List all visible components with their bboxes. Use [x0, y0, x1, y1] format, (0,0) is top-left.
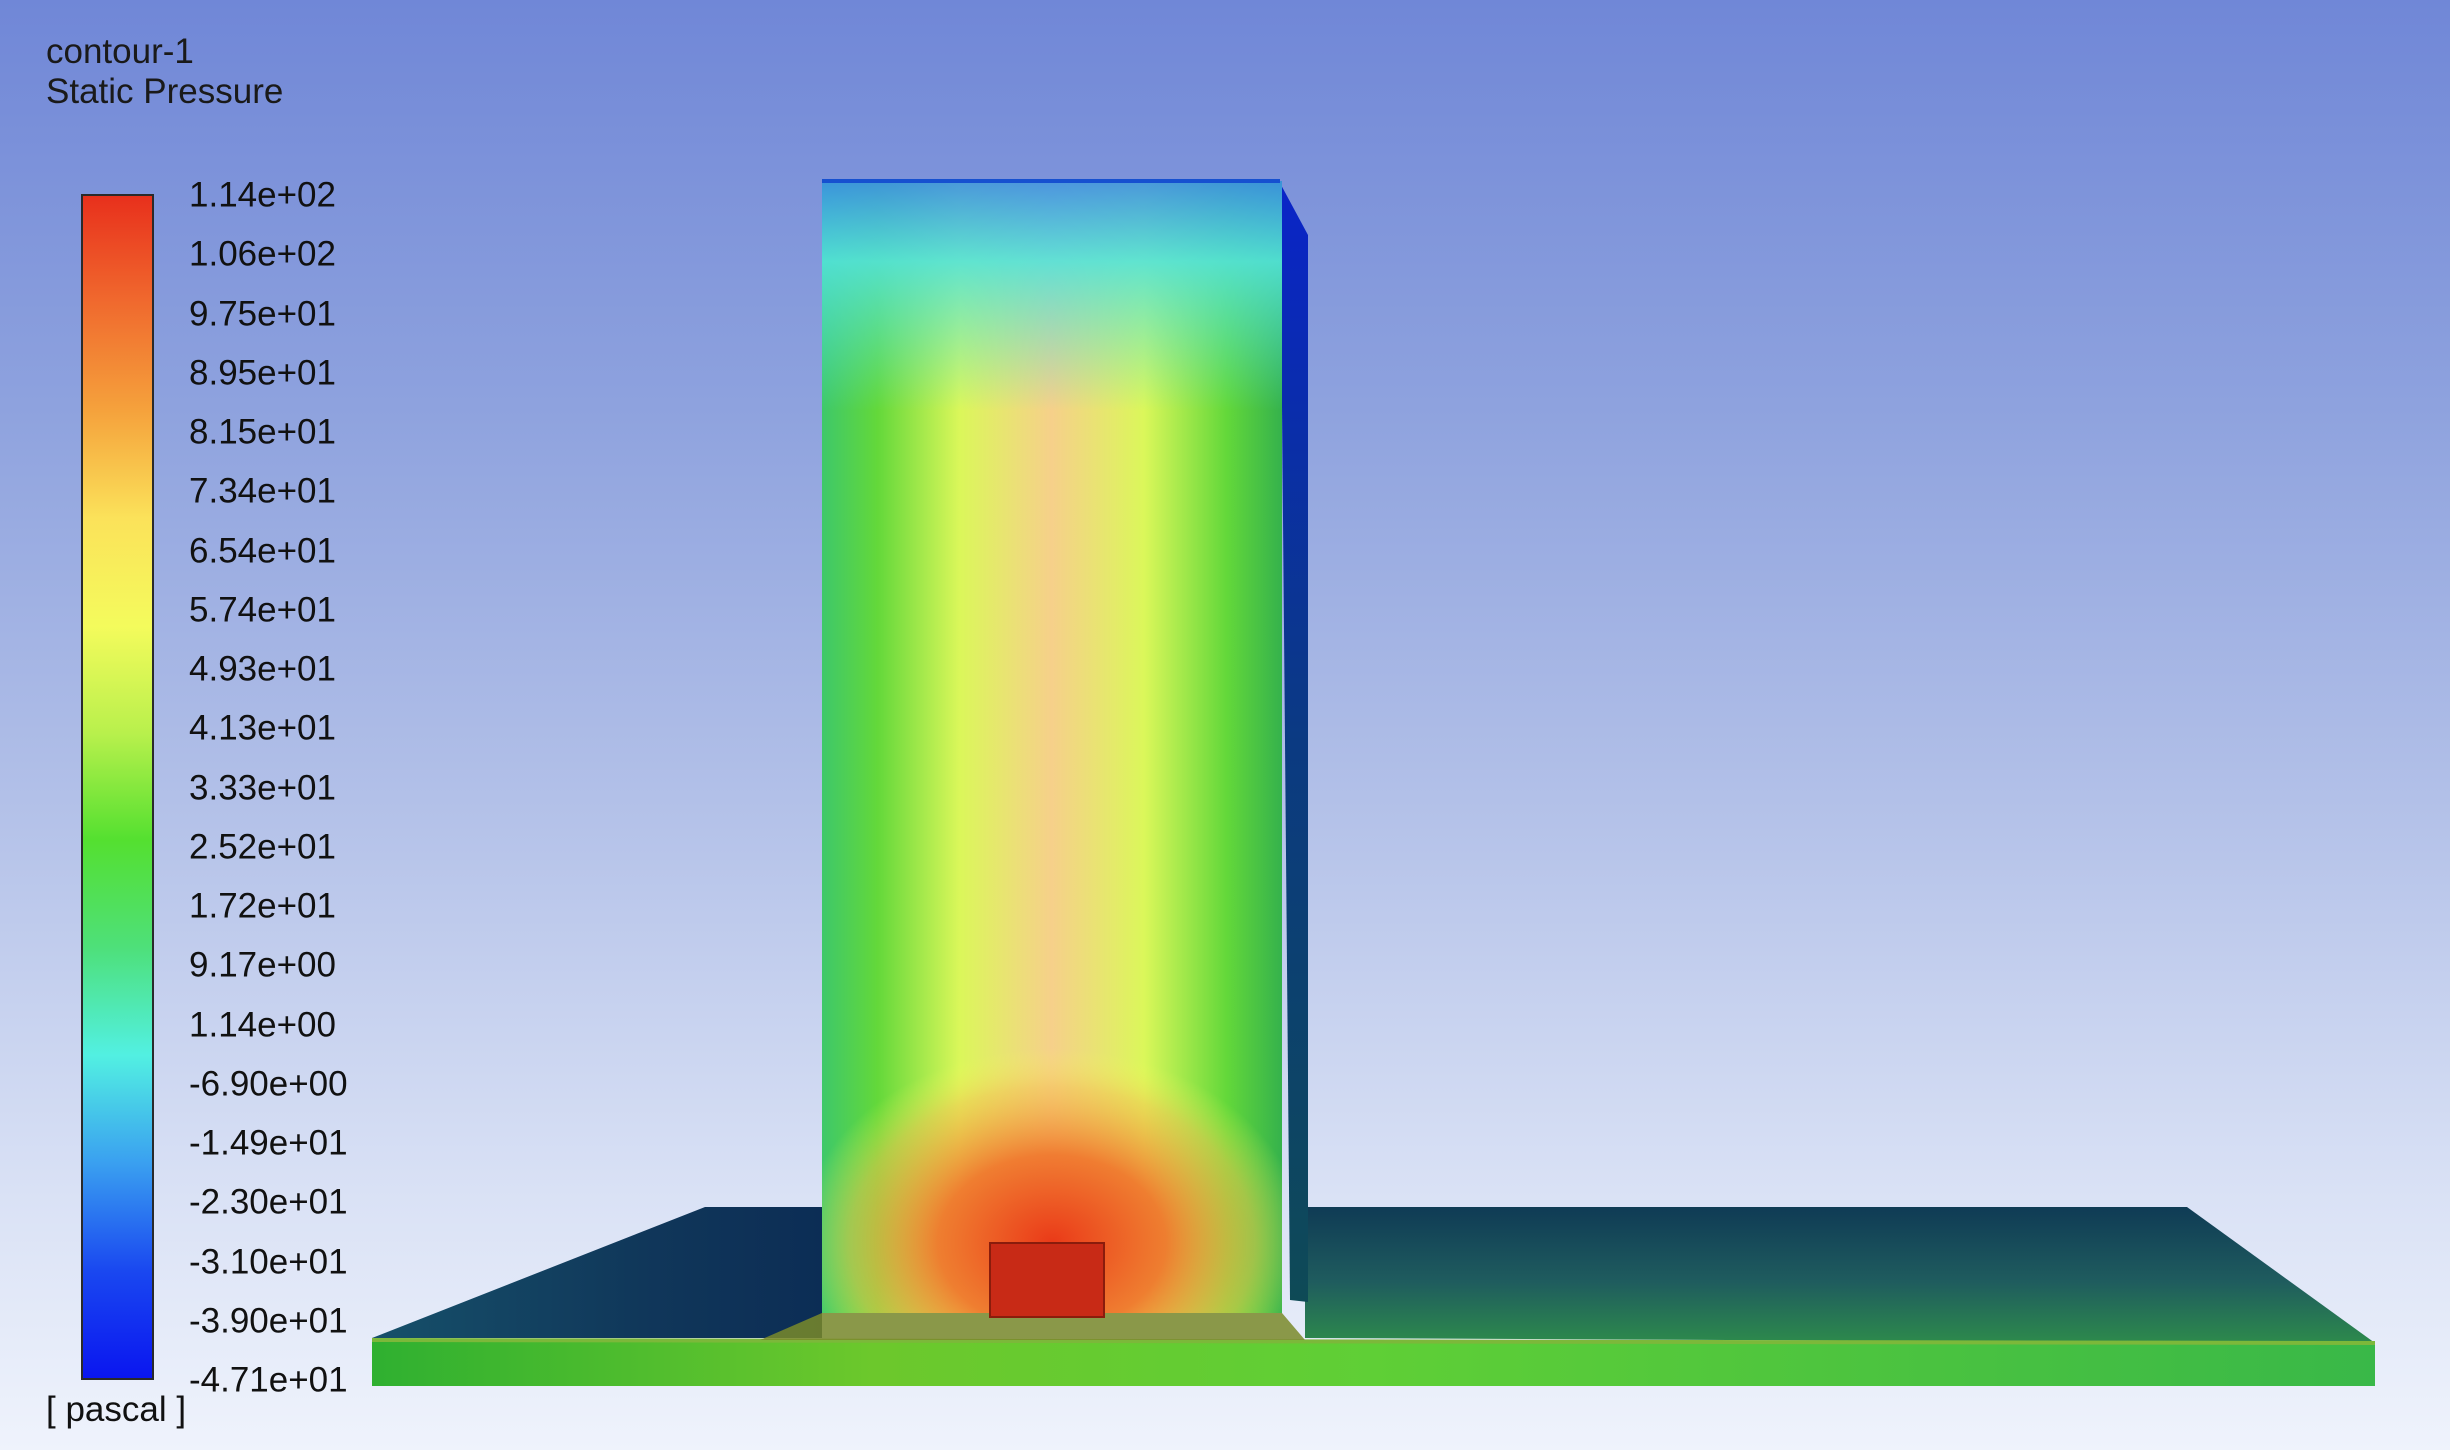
tower-top-zone [822, 181, 1282, 411]
colormap-level-label: -1.49e+01 [189, 1123, 348, 1163]
colormap-level-label: 4.13e+01 [189, 708, 336, 748]
colormap-level-label: 1.72e+01 [189, 886, 336, 926]
tower-base-fillet [760, 1313, 1305, 1340]
plate-top-right [1305, 1207, 2375, 1343]
colormap-level-label: 8.95e+01 [189, 353, 336, 393]
colormap-level-label: 7.34e+01 [189, 471, 336, 511]
colormap-level-label: 8.15e+01 [189, 412, 336, 452]
plate-front-face [372, 1340, 2375, 1386]
colormap-level-label: -2.30e+01 [189, 1182, 348, 1222]
colormap-level-label: -4.71e+01 [189, 1360, 348, 1400]
plate-top-left [372, 1207, 822, 1338]
units-label: [ pascal ] [46, 1390, 187, 1429]
colormap-level-label: 1.14e+00 [189, 1005, 336, 1044]
tower-side-face [1280, 183, 1308, 1302]
contour-variable: Static Pressure [46, 72, 284, 111]
colormap-labels: 1.14e+02 1.06e+02 9.75e+01 8.95e+01 8.15e+01… [189, 0, 389, 1450]
base-plate [371, 1207, 2376, 1386]
colormap-level-label: 9.75e+01 [189, 294, 336, 333]
colormap-level-label: -6.90e+00 [189, 1064, 348, 1104]
colormap-level-label: 1.14e+02 [189, 175, 336, 215]
inlet-block [989, 1242, 1105, 1318]
colormap-level-label: 2.52e+01 [189, 827, 336, 867]
colormap-level-label: 9.17e+00 [189, 945, 336, 985]
tower [822, 179, 1308, 1313]
colormap-level-label: -3.90e+01 [189, 1301, 348, 1341]
colormap-level-label: 6.54e+01 [189, 531, 336, 570]
colormap-level-label: 3.33e+01 [189, 768, 336, 807]
colormap-bar [81, 194, 154, 1380]
contour-name: contour-1 [46, 32, 194, 71]
colormap-level-label: 5.74e+01 [189, 590, 336, 630]
colormap-level-label: 1.06e+02 [189, 234, 336, 274]
plate-front-edge [371, 1338, 2376, 1345]
colormap-level-label: 4.93e+01 [189, 649, 336, 689]
colormap-level-label: -3.10e+01 [189, 1242, 348, 1281]
